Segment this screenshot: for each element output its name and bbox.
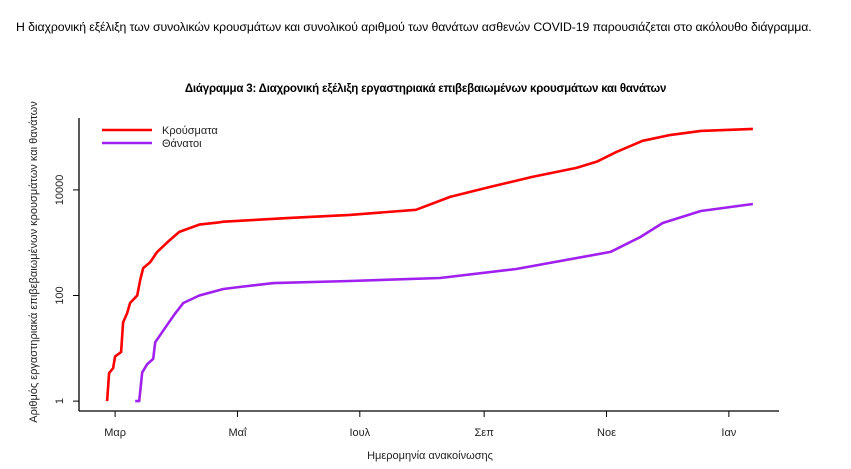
x-tick-label: Σεπ (475, 427, 495, 439)
x-tick-label: Μαρ (104, 427, 126, 439)
y-tick-label: 100 (54, 286, 66, 304)
x-tick-label: Νοε (597, 427, 616, 439)
intro-paragraph: Η διαχρονική εξέλιξη των συνολικών κρουσ… (16, 20, 812, 34)
x-tick-label: Ιουλ (349, 427, 370, 439)
series-line-cases (105, 127, 753, 402)
chart-title: Διάγραμμα 3: Διαχρονική εξέλιξη εργαστηρ… (184, 83, 667, 95)
legend-label: Θάνατοι (162, 138, 202, 150)
y-tick-label: 1 (54, 398, 66, 404)
x-tick-label: Ιαν (721, 427, 736, 439)
series-line-deaths (135, 202, 754, 403)
x-tick-label: Μαΐ (228, 427, 247, 439)
legend-label: Κρούσματα (162, 125, 218, 137)
y-tick-label: 10000 (54, 175, 66, 206)
x-axis-label: Ημερομηνία ανακοίνωσης (367, 450, 493, 462)
y-axis-label: Αριθμός εργαστηριακά επιβεβαιωμένων κρου… (28, 101, 40, 423)
